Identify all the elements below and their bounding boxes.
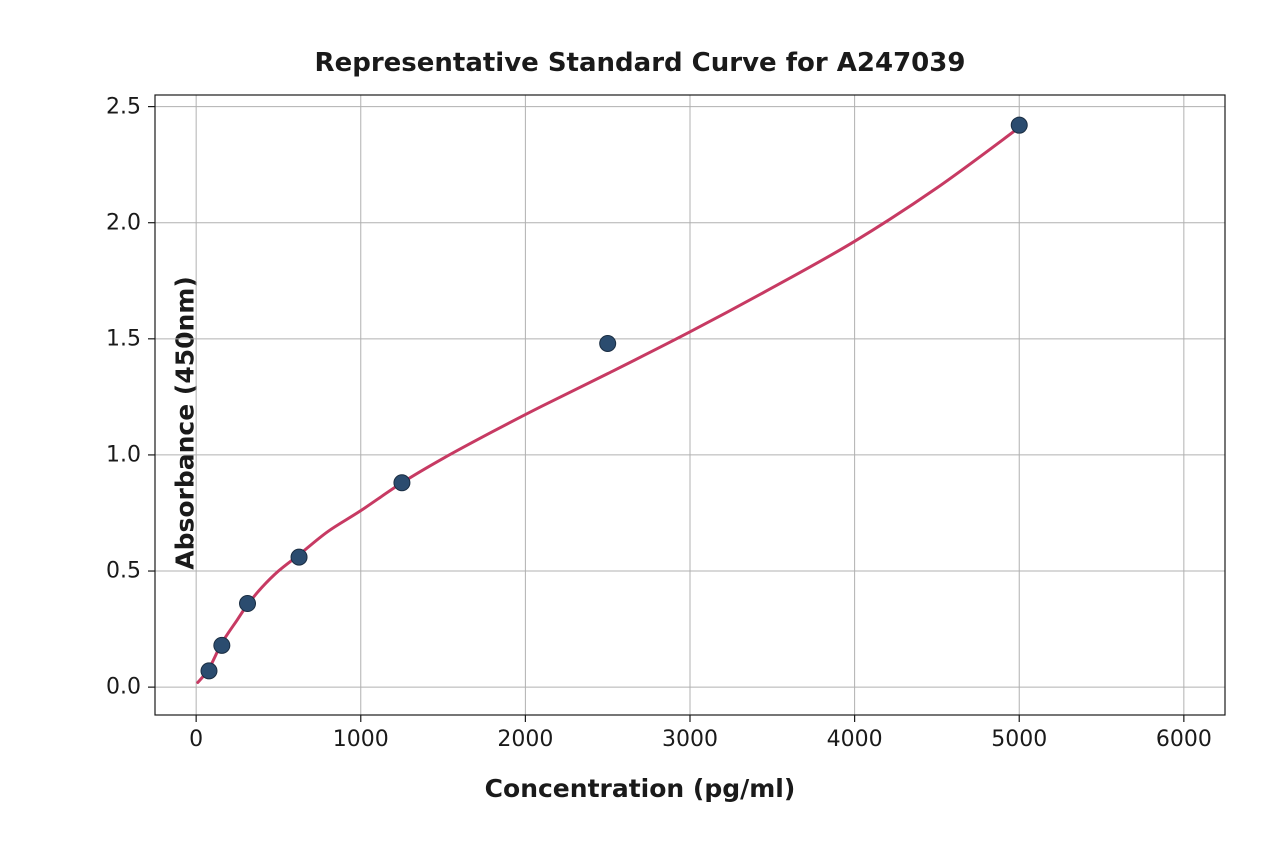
data-point [394, 475, 410, 491]
chart-container: Representative Standard Curve for A24703… [0, 0, 1280, 845]
data-point [291, 549, 307, 565]
data-point [201, 663, 217, 679]
ytick-label: 1.0 [106, 442, 141, 467]
ytick-label: 1.5 [106, 326, 141, 351]
xtick-label: 4000 [827, 727, 883, 752]
data-point [600, 335, 616, 351]
ytick-label: 2.5 [106, 94, 141, 119]
ytick-label: 0.0 [106, 675, 141, 700]
xtick-label: 2000 [497, 727, 553, 752]
data-point [214, 637, 230, 653]
ytick-label: 0.5 [106, 559, 141, 584]
ytick-label: 2.0 [106, 210, 141, 235]
xtick-label: 6000 [1156, 727, 1212, 752]
curve-line [198, 128, 1019, 683]
data-point [1011, 117, 1027, 133]
xtick-label: 1000 [333, 727, 389, 752]
xtick-label: 3000 [662, 727, 718, 752]
data-point [240, 596, 256, 612]
xtick-label: 0 [189, 727, 203, 752]
plot-svg [0, 0, 1280, 845]
xtick-label: 5000 [991, 727, 1047, 752]
